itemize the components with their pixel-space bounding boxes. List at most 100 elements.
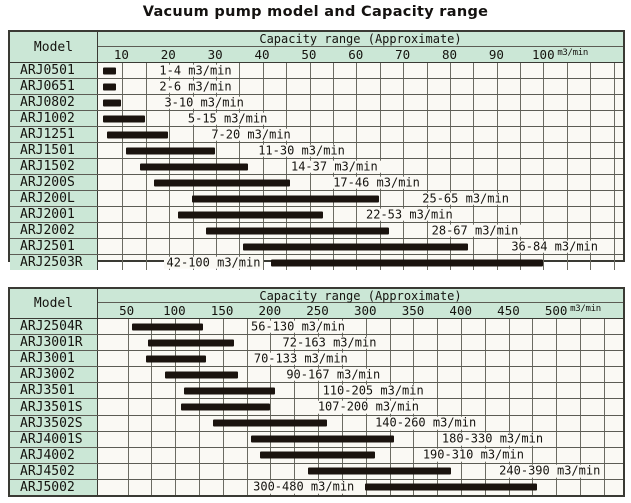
model-cell: ARJ1501 <box>10 143 98 158</box>
grid-line <box>508 319 510 495</box>
table-row: ARJ4002 190-310 m3/min <box>10 447 623 464</box>
capacity-cell: 240-390 m3/min <box>98 464 623 479</box>
capacity-bar <box>147 339 235 347</box>
capacity-table-1: Model Capacity range (Approximate) 10 20 30 4… <box>8 30 625 270</box>
capacity-bar <box>183 387 275 395</box>
capacity-range-label: 90-167 m3/min <box>283 368 384 382</box>
grid-line <box>613 63 615 270</box>
capacity-cell: 25-65 m3/min <box>98 191 623 206</box>
capacity-header: Capacity range (Approximate) 50 100 150 200 2… <box>98 289 623 318</box>
capacity-range-label: 107-200 m3/min <box>314 401 422 414</box>
axis-tick-label: 20 <box>160 47 176 62</box>
capacity-cell: 2-6 m3/min <box>98 79 623 94</box>
capacity-range-label: 180-330 m3/min <box>438 433 547 446</box>
capacity-range-label: 2-6 m3/min <box>156 80 235 93</box>
capacity-bar <box>140 163 248 170</box>
grid-line <box>566 63 568 270</box>
capacity-bar <box>271 259 544 266</box>
axis-tick-label: 350 <box>401 303 425 318</box>
capacity-cell: 22-53 m3/min <box>98 207 623 222</box>
capacity-range-label: 72-163 m3/min <box>279 336 380 349</box>
axis-tick-label: 50 <box>301 47 317 62</box>
capacity-range-label: 7-20 m3/min <box>208 128 294 141</box>
table-row: ARJ4502 240-390 m3/min <box>10 463 623 480</box>
table-row: ARJ200S 17-46 m3/min <box>10 175 623 191</box>
table-row: ARJ2503R 42-100 m3/min <box>10 255 623 270</box>
table-row: ARJ2501 36-84 m3/min <box>10 239 623 255</box>
capacity-bar <box>250 435 394 443</box>
table-row: ARJ1502 14-37 m3/min <box>10 159 623 175</box>
table-header: Model Capacity range (Approximate) 10 20 30 4… <box>10 32 623 63</box>
page-title: Vacuum pump model and Capacity range <box>142 4 489 20</box>
capacity-range-label: 25-65 m3/min <box>419 192 512 205</box>
model-cell: ARJ1002 <box>10 111 98 126</box>
capacity-range-label: 17-46 m3/min <box>330 176 423 189</box>
capacity-range-label: 42-100 m3/min <box>163 256 264 269</box>
axis-tick-label: 70 <box>395 47 411 62</box>
model-cell: ARJ3501S <box>10 399 98 415</box>
table-body: ARJ2504R 56-130 m3/min ARJ3001R 72-163 m3/m… <box>10 319 623 496</box>
model-cell: ARJ3002 <box>10 367 98 383</box>
capacity-cell: 90-167 m3/min <box>98 367 623 382</box>
capacity-bar <box>145 355 206 363</box>
capacity-cell: 300-480 m3/min <box>98 480 623 495</box>
capacity-cell: 5-15 m3/min <box>98 111 623 126</box>
capacity-bar <box>132 323 203 331</box>
grid-line <box>286 63 288 270</box>
model-cell: ARJ3502S <box>10 415 98 431</box>
grid-line <box>520 63 522 270</box>
table-row: ARJ0501 1-4 m3/min <box>10 63 623 79</box>
axis-tick-label: 400 <box>449 303 473 318</box>
axis-tick-label: 250 <box>306 303 329 318</box>
capacity-range-label: 56-130 m3/min <box>248 320 348 333</box>
axis-ticks-row: 10 20 30 40 50 60 70 80 90 100 m3/min <box>98 47 623 62</box>
capacity-bar <box>181 403 270 411</box>
grid-line <box>580 319 582 495</box>
capacity-bar <box>212 419 328 427</box>
axis-tick-label: 10 <box>113 47 129 62</box>
capacity-range-title: Capacity range (Approximate) <box>98 32 623 47</box>
grid-line <box>532 319 534 495</box>
axis-tick-label: 450 <box>497 303 520 318</box>
table-row: ARJ3501S 107-200 m3/min <box>10 399 623 416</box>
table-row: ARJ3501 110-205 m3/min <box>10 383 623 400</box>
capacity-bar <box>164 371 239 379</box>
capacity-range-label: 5-15 m3/min <box>184 112 271 125</box>
grid-line <box>151 319 153 495</box>
axis-ticks-row: 50 100 150 200 250 300 350 400 450 500 m3/min <box>98 303 623 318</box>
grid-line <box>294 319 296 495</box>
axis-tick-label: 150 <box>210 303 234 318</box>
capacity-range-label: 36-84 m3/min <box>508 240 602 253</box>
grid-line <box>556 319 558 495</box>
capacity-cell: 28-67 m3/min <box>98 223 623 238</box>
capacity-bar <box>177 211 323 218</box>
grid-line <box>603 319 605 495</box>
capacity-cell: 190-310 m3/min <box>98 448 623 463</box>
axis-tick-label: 90 <box>488 47 504 62</box>
grid-line <box>426 63 428 270</box>
capacity-range-label: 300-480 m3/min <box>250 481 358 494</box>
axis-tick-label: 50 <box>119 303 135 318</box>
capacity-cell: 140-260 m3/min <box>98 416 623 431</box>
table-body: ARJ0501 1-4 m3/min ARJ0651 2-6 m3/min ARJ080… <box>10 63 623 270</box>
capacity-cell: 72-163 m3/min <box>98 335 623 350</box>
model-cell: ARJ4001S <box>10 431 98 447</box>
capacity-bar <box>102 99 122 106</box>
grid-line <box>484 319 486 495</box>
axis-tick-label: 30 <box>207 47 223 62</box>
table-row: ARJ0802 3-10 m3/min <box>10 95 623 111</box>
capacity-bar <box>102 67 117 74</box>
capacity-range-label: 110-205 m3/min <box>319 385 427 398</box>
model-cell: ARJ2504R <box>10 319 98 335</box>
capacity-table-2: Model Capacity range (Approximate) 50 100 15… <box>8 287 625 497</box>
table-row: ARJ4001S 180-330 m3/min <box>10 431 623 448</box>
capacity-cell: 56-130 m3/min <box>98 319 623 334</box>
model-header: Model <box>10 32 98 62</box>
model-cell: ARJ1502 <box>10 159 98 174</box>
capacity-cell: 17-46 m3/min <box>98 175 623 190</box>
capacity-range-label: 3-10 m3/min <box>161 96 247 109</box>
capacity-bar <box>260 451 375 459</box>
capacity-bar <box>126 147 216 154</box>
table-row: ARJ1501 11-30 m3/min <box>10 143 623 159</box>
